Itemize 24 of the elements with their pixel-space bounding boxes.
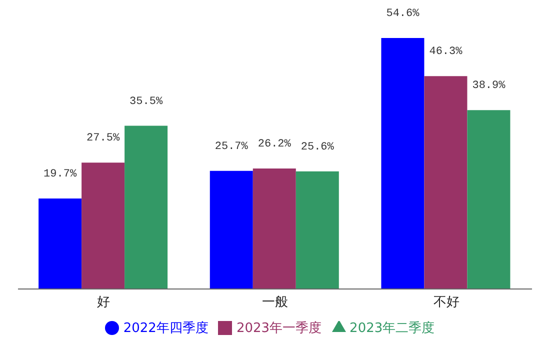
data-label: 38.9% xyxy=(472,80,506,92)
bar xyxy=(38,198,82,289)
data-label: 25.6% xyxy=(300,141,334,154)
x-tick-label: 一般 xyxy=(262,295,288,310)
bar xyxy=(210,170,253,289)
bar xyxy=(424,76,468,289)
bar xyxy=(252,168,296,289)
data-label: 26.2% xyxy=(258,138,292,151)
data-label: 46.3% xyxy=(429,46,463,58)
bar xyxy=(467,110,510,289)
data-label: 25.7% xyxy=(214,140,248,153)
data-label: 35.5% xyxy=(130,96,163,108)
bar xyxy=(82,162,125,289)
legend-label: 2023年二季度 xyxy=(350,321,435,336)
data-label: 27.5% xyxy=(86,132,120,145)
data-label: 54.6% xyxy=(386,8,420,20)
bar xyxy=(124,126,168,289)
data-label: 19.7% xyxy=(44,168,77,180)
bar xyxy=(296,171,339,289)
legend-label: 2023年一季度 xyxy=(236,321,322,336)
bar xyxy=(381,38,424,289)
x-tick-label: 不好 xyxy=(433,295,460,310)
x-tick-label: 好 xyxy=(97,295,110,310)
legend-label: 2022年四季度 xyxy=(123,321,208,336)
